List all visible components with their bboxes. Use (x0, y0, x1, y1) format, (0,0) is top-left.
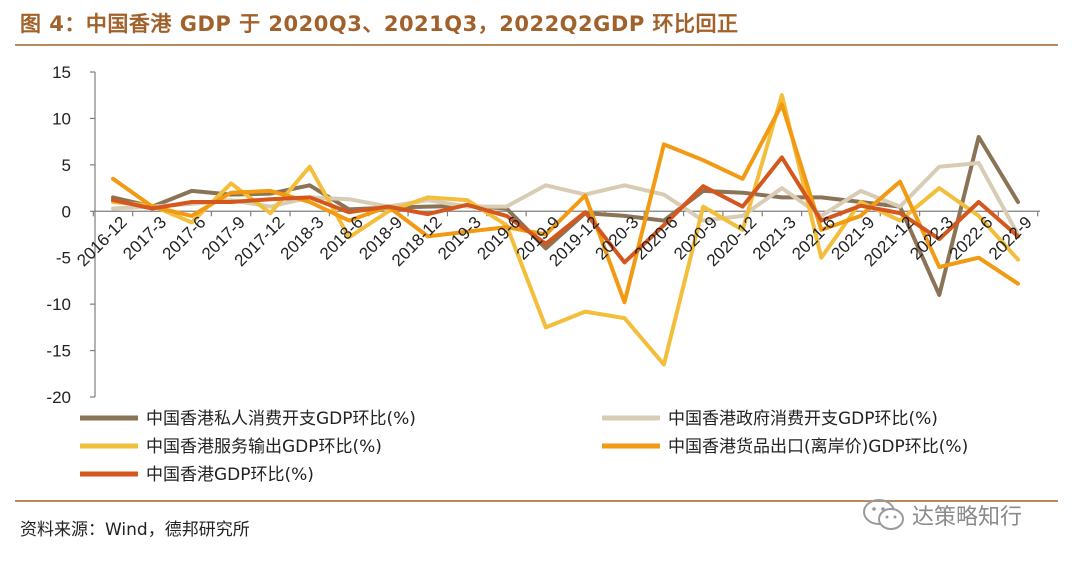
source-note: 资料来源：Wind，德邦研究所 (20, 520, 250, 540)
x-tick-label: 2019-3 (434, 213, 485, 264)
watermark: 达策略知行 (862, 498, 1022, 532)
legend-label: 中国香港货品出口(离岸价)GDP环比(%) (668, 437, 968, 457)
y-tick-label: 0 (62, 202, 71, 221)
series-line (111, 161, 1020, 237)
wechat-icon (863, 499, 904, 530)
y-tick-label: -5 (56, 249, 71, 268)
figure-title: 图 4：中国香港 GDP 于 2020Q3、2021Q3，2022Q2GDP 环… (20, 12, 739, 36)
series-line (111, 135, 1020, 297)
series-line (111, 155, 1020, 265)
x-tick-label: 2018-3 (277, 213, 328, 264)
x-tick-label: 2021-3 (749, 213, 800, 264)
series-lines (111, 93, 1020, 367)
bottom-rule (15, 500, 1058, 502)
legend-label: 中国香港政府消费开支GDP环比(%) (668, 409, 938, 429)
legend: 中国香港私人消费开支GDP环比(%) 中国香港政府消费开支GDP环比(%) 中国香港… (80, 409, 968, 485)
top-rule (15, 44, 1058, 46)
x-tick-label: 2016-12 (73, 213, 131, 271)
legend-label: 中国香港服务输出GDP环比(%) (146, 437, 382, 457)
legend-label: 中国香港GDP环比(%) (146, 465, 314, 485)
series-line (111, 102, 1020, 305)
watermark-text: 达策略知行 (912, 505, 1023, 530)
y-axis: 15 10 5 0 -5 -10 -15 -20 (46, 63, 96, 407)
x-tick-label: 2017-3 (119, 213, 170, 264)
y-tick-label: -20 (46, 388, 71, 407)
y-tick-label: 15 (52, 63, 71, 82)
y-tick-label: -10 (46, 295, 71, 314)
y-tick-label: 5 (62, 156, 71, 175)
y-tick-label: 10 (52, 109, 71, 128)
y-tick-label: -15 (46, 342, 71, 361)
legend-label: 中国香港私人消费开支GDP环比(%) (146, 409, 416, 429)
